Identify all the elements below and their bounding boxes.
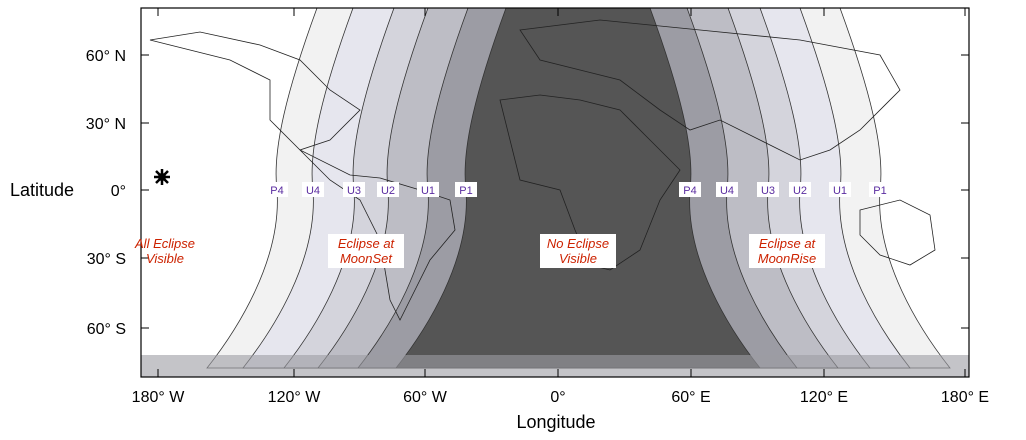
sun-marker-center: [158, 173, 166, 181]
contact-label-box: [302, 182, 324, 197]
x-tick-label: 120° E: [800, 389, 848, 406]
contact-label: U1: [421, 185, 435, 197]
region-label-box: [328, 234, 404, 268]
contact-label-box: [343, 182, 365, 197]
antarctic-band: [141, 355, 969, 377]
region-label-box: [540, 234, 616, 268]
contact-label-box: [266, 182, 288, 197]
contact-label: P4: [683, 185, 696, 197]
contact-label: U3: [347, 185, 361, 197]
contact-label-box: [716, 182, 738, 197]
contact-label: U2: [793, 185, 807, 197]
land-outlines: [149, 19, 936, 321]
region-label: Visible: [559, 251, 597, 266]
y-tick-label: 30° N: [86, 116, 126, 133]
contact-label-box: [789, 182, 811, 197]
contact-label: U1: [833, 185, 847, 197]
region-label: MoonRise: [758, 251, 817, 266]
y-tick-label: 60° S: [87, 321, 126, 338]
region-label: Eclipse at: [338, 236, 396, 251]
region-label: No Eclipse: [547, 236, 609, 251]
labels: 180° W 120° W 60° W 0° 60° E 120° E 180° E 60° …: [86, 48, 989, 406]
contact-label-box: [679, 182, 701, 197]
visibility-bands: [141, 7, 969, 377]
contact-label: U2: [381, 185, 395, 197]
contact-label: P4: [270, 185, 283, 197]
region-label: Visible: [146, 251, 184, 266]
contact-label: U4: [720, 185, 734, 197]
contact-label: U3: [761, 185, 775, 197]
y-axis-label: Latitude: [10, 180, 74, 200]
contact-label: P1: [459, 185, 472, 197]
x-tick-label: 120° W: [268, 389, 322, 406]
x-tick-label: 180° E: [941, 389, 989, 406]
contact-label-box: [869, 182, 891, 197]
contact-label: U4: [306, 185, 320, 197]
contact-label-box: [757, 182, 779, 197]
y-tick-label: 60° N: [86, 48, 126, 65]
x-axis-label: Longitude: [516, 412, 595, 432]
region-label: Eclipse at: [759, 236, 817, 251]
x-tick-label: 60° E: [671, 389, 710, 406]
contact-label-box: [417, 182, 439, 197]
contact-label-box: [377, 182, 399, 197]
x-tick-label: 180° W: [132, 389, 186, 406]
tick-marks: [141, 8, 969, 377]
x-tick-label: 0°: [550, 389, 565, 406]
region-label: MoonSet: [340, 251, 393, 266]
contact-label: P1: [873, 185, 886, 197]
y-tick-label: 30° S: [87, 251, 126, 268]
x-tick-label: 60° W: [403, 389, 448, 406]
contact-label-box: [455, 182, 477, 197]
y-tick-label: 0°: [111, 183, 126, 200]
region-label-box: [749, 234, 825, 268]
map-frame: [140, 7, 970, 378]
contact-label-box: [829, 182, 851, 197]
region-label: All Eclipse: [134, 236, 195, 251]
